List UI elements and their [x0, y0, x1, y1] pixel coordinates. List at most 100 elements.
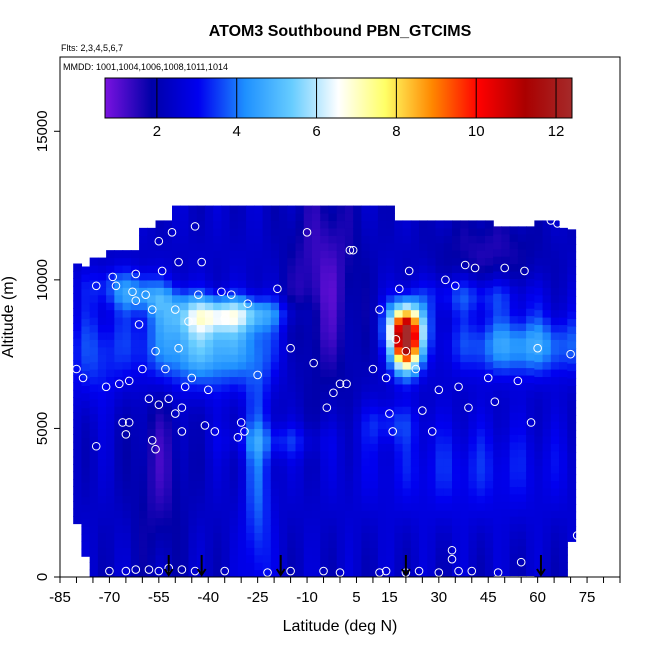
heatmap-cell — [443, 421, 453, 430]
heatmap-cell — [180, 554, 190, 563]
heatmap-cell — [328, 435, 338, 444]
heatmap-cell — [534, 257, 544, 266]
heatmap-cell — [114, 265, 124, 274]
heatmap-cell — [468, 383, 478, 392]
heatmap-cell — [303, 525, 313, 534]
heatmap-cell — [550, 525, 560, 534]
heatmap-cell — [97, 339, 107, 348]
heatmap-cell — [172, 369, 181, 378]
heatmap-cell — [303, 547, 313, 556]
heatmap-cell — [287, 361, 297, 370]
heatmap-cell — [410, 302, 420, 311]
heatmap-cell — [394, 309, 404, 318]
heatmap-cell — [188, 279, 198, 288]
heatmap-cell — [369, 383, 379, 392]
heatmap-cell — [229, 421, 239, 430]
heatmap-cell — [188, 317, 198, 326]
heatmap-cell — [369, 480, 379, 489]
heatmap-cell — [394, 294, 404, 303]
heatmap-cell — [204, 294, 214, 303]
heatmap-cell — [89, 279, 99, 288]
heatmap-cell — [361, 413, 371, 422]
heatmap-cell — [443, 569, 453, 577]
heatmap-cell — [344, 495, 354, 504]
heatmap-cell — [394, 398, 404, 407]
heatmap-cell — [369, 487, 379, 496]
heatmap-cell — [344, 487, 354, 496]
heatmap-cell — [295, 294, 305, 303]
heatmap-cell — [493, 360, 503, 369]
heatmap-cell — [344, 406, 354, 415]
heatmap-cell — [221, 406, 231, 415]
heatmap-cell — [460, 525, 470, 534]
heatmap-cell — [550, 421, 560, 430]
heatmap-cell — [361, 428, 371, 437]
heatmap-cell — [460, 398, 470, 407]
heatmap-cell — [534, 562, 544, 571]
heatmap-cell — [262, 227, 272, 236]
heatmap-cell — [328, 443, 338, 452]
heatmap-cell — [452, 443, 461, 452]
heatmap-cell — [336, 361, 346, 370]
heatmap-cell — [163, 220, 173, 229]
heatmap-cell — [155, 346, 165, 355]
heatmap-cell — [419, 265, 428, 274]
heatmap-cell — [369, 413, 379, 422]
heatmap-cell — [344, 547, 354, 556]
heatmap-cell — [517, 397, 527, 406]
heatmap-cell — [452, 510, 461, 519]
heatmap-cell — [262, 317, 272, 326]
heatmap-cell — [270, 547, 280, 556]
heatmap-cell — [180, 465, 190, 474]
heatmap-cell — [246, 339, 255, 348]
heatmap-cell — [394, 406, 404, 415]
heatmap-cell — [501, 501, 511, 510]
heatmap-cell — [163, 517, 173, 526]
heatmap-cell — [476, 539, 486, 548]
heatmap-cell — [493, 412, 503, 421]
heatmap-cell — [336, 317, 346, 326]
heatmap-cell — [106, 383, 115, 392]
heatmap-cell — [147, 502, 157, 511]
heatmap-cell — [328, 294, 338, 303]
heatmap-cell — [394, 473, 404, 482]
heatmap-cell — [493, 397, 503, 406]
heatmap-cell — [139, 227, 148, 236]
heatmap-cell — [419, 532, 428, 541]
heatmap-cell — [229, 525, 239, 534]
heatmap-cell — [460, 421, 470, 430]
y-axis-tick-label: 10000 — [34, 259, 51, 301]
heatmap-cell — [509, 523, 519, 532]
heatmap-cell — [106, 465, 115, 474]
heatmap-cell — [155, 465, 165, 474]
heatmap-cell — [559, 473, 568, 482]
heatmap-cell — [369, 562, 379, 571]
heatmap-cell — [237, 376, 247, 385]
sample-point — [91, 281, 101, 291]
heatmap-cell — [279, 413, 288, 422]
heatmap-cell — [147, 354, 157, 363]
heatmap-cell — [526, 233, 535, 242]
heatmap-cell — [106, 539, 115, 548]
heatmap-cell — [493, 308, 503, 317]
heatmap-cell — [484, 227, 494, 236]
heatmap-cell — [130, 317, 140, 326]
heatmap-cell — [204, 547, 214, 556]
heatmap-cell — [122, 383, 132, 392]
heatmap-cell — [452, 317, 461, 326]
heatmap-cell — [188, 421, 198, 430]
heatmap-cell — [427, 547, 437, 556]
heatmap-cell — [402, 346, 412, 355]
heatmap-cell — [180, 480, 190, 489]
heatmap-cell — [303, 458, 313, 467]
heatmap-cell — [534, 428, 544, 437]
heatmap-cell — [89, 435, 99, 444]
heatmap-cell — [361, 302, 371, 311]
heatmap-cell — [377, 287, 387, 296]
sample-points — [72, 216, 582, 577]
heatmap-cell — [526, 553, 535, 562]
heatmap-cell — [509, 248, 519, 257]
heatmap-cell — [221, 428, 231, 437]
heatmap-cell — [559, 317, 568, 326]
heatmap-cell — [320, 428, 330, 437]
